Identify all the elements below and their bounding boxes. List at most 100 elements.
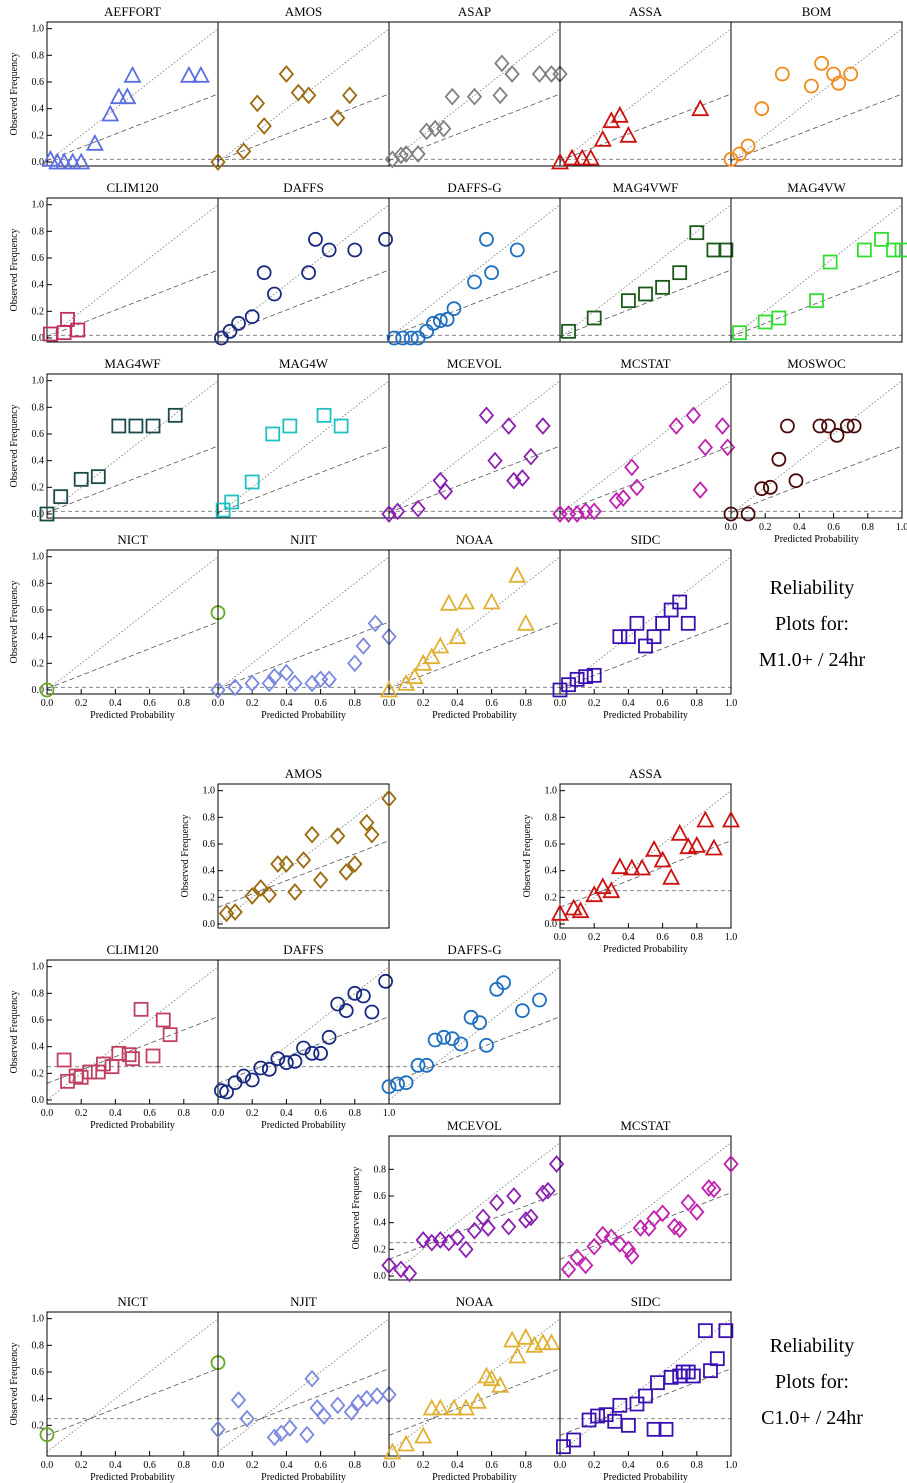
marker (378, 973, 393, 989)
y-tick-label: 0.0 (32, 509, 45, 520)
perfect-reliability (218, 28, 389, 163)
marker (518, 1211, 534, 1229)
x-tick-label: 0.6 (143, 1460, 156, 1471)
marker (56, 325, 72, 341)
y-tick-label: 0.8 (32, 226, 45, 237)
frame (559, 1311, 732, 1457)
x-tick-label: 0.8 (520, 698, 533, 709)
x-tick-label: 0.0 (41, 1460, 54, 1471)
marker (831, 75, 847, 91)
marker (856, 242, 872, 258)
marker (504, 65, 520, 83)
marker (482, 1369, 501, 1387)
marker (533, 1333, 552, 1351)
marker (109, 87, 128, 105)
marker (646, 629, 662, 645)
marker (608, 491, 625, 510)
marker (389, 502, 406, 521)
perfect-reliability (389, 966, 560, 1101)
frame (559, 783, 732, 929)
no-skill (218, 445, 389, 514)
no-skill (389, 269, 560, 338)
perfect-reliability (47, 204, 218, 339)
marker (386, 330, 402, 346)
marker (244, 674, 260, 693)
x-tick-label: 0.8 (691, 932, 704, 943)
x-tick-label: 0.2 (417, 1460, 430, 1471)
no-skill (560, 445, 731, 514)
panel-title: MCSTAT (620, 1118, 670, 1133)
marker (300, 86, 317, 105)
no-skill (218, 1368, 389, 1436)
marker (619, 125, 638, 143)
perfect-reliability (218, 380, 389, 515)
marker (812, 418, 828, 434)
perfect-reliability (560, 1318, 731, 1453)
y-axis-label: Observed Frequency (9, 580, 20, 663)
no-skill (731, 269, 902, 338)
marker (540, 1181, 556, 1200)
no-skill (560, 269, 731, 338)
frame (388, 197, 561, 343)
y-axis-label: Observed Frequency (9, 990, 20, 1073)
x-tick-label: 0.6 (656, 698, 669, 709)
marker (446, 301, 462, 317)
marker (506, 471, 522, 490)
marker (718, 242, 734, 258)
y-tick-label: 0.6 (374, 1191, 387, 1202)
marker (439, 593, 458, 611)
marker (501, 417, 517, 435)
y-tick-label: 0.0 (32, 333, 45, 344)
marker (489, 1193, 505, 1212)
marker (145, 1048, 161, 1064)
marker (96, 1056, 111, 1072)
marker (561, 323, 576, 339)
x-tick-label: 0.4 (622, 698, 635, 709)
marker (754, 481, 770, 497)
marker (494, 54, 510, 73)
marker (569, 1248, 585, 1267)
x-axis-label: Predicted Probability (774, 534, 859, 545)
marker (338, 1003, 354, 1019)
marker (70, 322, 86, 338)
x-tick-label: 0.0 (212, 698, 225, 709)
y-tick-label: 1.0 (32, 1314, 45, 1325)
marker (265, 426, 281, 442)
marker (224, 494, 240, 510)
marker (422, 1398, 441, 1416)
panel-title: MCEVOL (447, 1118, 502, 1133)
marker (155, 1012, 171, 1028)
marker (338, 863, 354, 881)
marker (467, 274, 482, 290)
marker (612, 1397, 628, 1413)
perfect-reliability (389, 28, 560, 163)
marker (531, 65, 548, 83)
marker (270, 855, 286, 873)
marker (235, 142, 252, 161)
marker (822, 254, 838, 270)
perfect-reliability (731, 204, 902, 339)
marker (432, 1231, 448, 1249)
x-tick-label: 0.0 (383, 1460, 396, 1471)
marker (347, 985, 363, 1001)
perfect-reliability (218, 1318, 389, 1453)
marker (244, 309, 260, 325)
marker (439, 311, 455, 327)
x-tick-label: 0.0 (383, 698, 396, 709)
perfect-reliability (47, 380, 218, 515)
marker (393, 1260, 409, 1279)
marker (236, 1068, 252, 1084)
x-tick-label: 0.2 (246, 1108, 259, 1119)
marker (672, 594, 688, 610)
marker (162, 1027, 178, 1043)
marker (586, 310, 602, 326)
marker (304, 825, 320, 844)
marker (653, 850, 672, 868)
marker (427, 1032, 443, 1048)
marker (821, 418, 836, 434)
y-tick-label: 0.4 (32, 104, 45, 115)
x-tick-label: 0.0 (41, 1108, 54, 1119)
x-tick-label: 0.4 (622, 932, 635, 943)
marker (444, 1398, 463, 1416)
x-axis-label: Predicted Probability (261, 710, 346, 721)
